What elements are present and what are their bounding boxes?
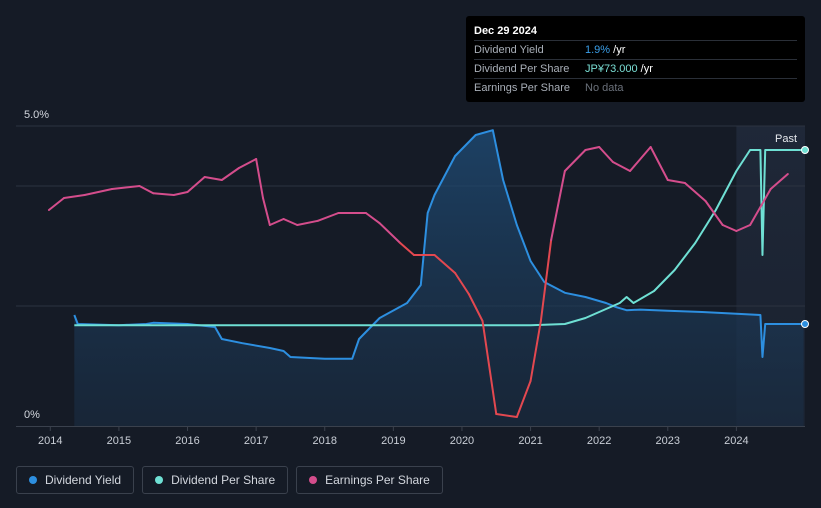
- series-line-segment: [282, 218, 299, 226]
- series-line-segment: [611, 161, 632, 172]
- series-line-segment: [666, 179, 686, 184]
- series-line-segment: [563, 149, 587, 172]
- series-line: [74, 149, 804, 327]
- series-line-segment: [378, 222, 402, 244]
- series-line-segment: [467, 293, 484, 322]
- series-line-segment: [769, 173, 789, 190]
- series-line-segment: [138, 185, 155, 195]
- y-axis-label: 0%: [24, 409, 40, 421]
- y-axis-label: 5.0%: [24, 109, 49, 121]
- series-line-segment: [186, 176, 206, 193]
- tooltip-row-dividend-per-share: Dividend Per Share JP¥73.000 /yr: [474, 59, 797, 78]
- series-line-segment: [172, 191, 189, 196]
- series-line-segment: [261, 197, 271, 226]
- legend-item-dividend-per-share[interactable]: Dividend Per Share: [142, 466, 289, 494]
- series-line-segment: [629, 146, 652, 172]
- series-line-segment: [237, 158, 258, 169]
- legend-item-earnings-per-share[interactable]: Earnings Per Share: [296, 466, 443, 494]
- series-line-segment: [735, 224, 752, 232]
- series-line-segment: [649, 146, 669, 181]
- tooltip-panel: Dec 29 2024 Dividend Yield 1.9% /yr Divi…: [466, 16, 805, 102]
- legend-dot-icon: [309, 476, 318, 484]
- series-area: [74, 130, 804, 426]
- series-line-segment: [399, 242, 415, 256]
- tooltip-row-earnings-per-share: Earnings Per Share No data: [474, 78, 797, 97]
- series-line-segment: [296, 219, 319, 226]
- tooltip-value: JP¥73.000: [585, 63, 638, 75]
- x-tick-label: 2021: [518, 435, 542, 447]
- series-line-segment: [63, 194, 86, 199]
- x-tick-label: 2017: [244, 435, 268, 447]
- series-line-segment: [203, 176, 223, 181]
- series-line-segment: [83, 188, 114, 196]
- x-tick-label: 2022: [587, 435, 611, 447]
- x-tick-label: 2016: [175, 435, 199, 447]
- series-line-segment: [268, 218, 285, 226]
- series-line-segment: [481, 320, 498, 415]
- x-tick-label: 2018: [312, 435, 336, 447]
- series-line-segment: [584, 146, 601, 151]
- series-line: [73, 129, 804, 360]
- legend-dot-icon: [155, 476, 164, 484]
- series-line-segment: [152, 192, 175, 196]
- series-line-segment: [550, 170, 566, 241]
- legend-item-dividend-yield[interactable]: Dividend Yield: [16, 466, 135, 494]
- legend-label: Dividend Per Share: [171, 473, 276, 487]
- series-line-segment: [316, 212, 340, 222]
- series-line-segment: [364, 212, 381, 225]
- series-line-segment: [529, 320, 542, 382]
- tooltip-value: 1.9%: [585, 44, 611, 56]
- x-tick-label: 2019: [381, 435, 405, 447]
- legend-label: Earnings Per Share: [325, 473, 430, 487]
- series-line-segment: [495, 413, 518, 418]
- tooltip-unit: /yr: [637, 63, 653, 75]
- tooltip-unit: /yr: [610, 44, 626, 56]
- tooltip-value: No data: [585, 82, 624, 94]
- x-tick-label: 2014: [38, 435, 62, 447]
- series-line-segment: [721, 224, 738, 232]
- series-line-segment: [704, 200, 724, 226]
- legend-dot-icon: [29, 476, 37, 484]
- chart-legend: Dividend Yield Dividend Per Share Earnin…: [16, 466, 443, 494]
- tooltip-label: Dividend Per Share: [474, 63, 570, 75]
- x-tick-label: 2023: [656, 435, 680, 447]
- series-line-segment: [220, 167, 240, 181]
- series-line-segment: [598, 146, 614, 163]
- series-line-segment: [539, 239, 553, 322]
- series-line-segment: [515, 380, 532, 418]
- tooltip-label: Dividend Yield: [474, 44, 544, 56]
- x-tick-label: 2024: [724, 435, 748, 447]
- x-tick-label: 2015: [107, 435, 131, 447]
- tooltip-row-dividend-yield: Dividend Yield 1.9% /yr: [474, 40, 797, 59]
- series-line-segment: [47, 197, 66, 211]
- series-end-marker: [801, 320, 809, 328]
- tooltip-date: Dec 29 2024: [474, 25, 537, 37]
- series-line-segment: [255, 158, 264, 199]
- legend-label: Dividend Yield: [45, 473, 122, 487]
- series-line-segment: [454, 272, 470, 295]
- series-line-segment: [433, 254, 457, 274]
- x-tick-label: 2020: [450, 435, 474, 447]
- series-line-segment: [111, 185, 141, 190]
- tooltip-label: Earnings Per Share: [474, 82, 570, 94]
- series-line-segment: [749, 188, 772, 226]
- series-line-segment: [683, 182, 707, 202]
- past-label: Past: [775, 133, 797, 145]
- series-end-marker: [801, 146, 809, 154]
